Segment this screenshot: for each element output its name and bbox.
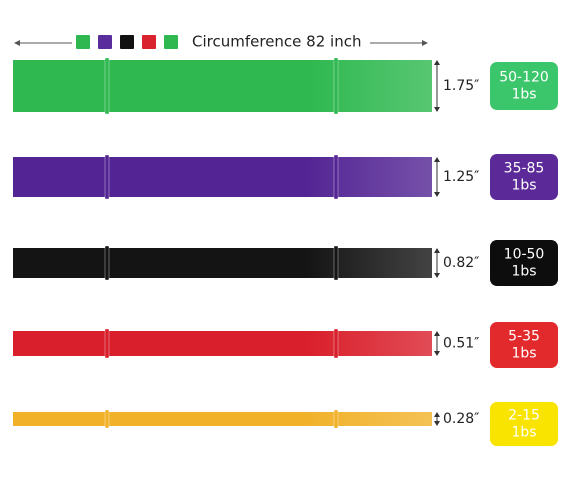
dimension-arrowhead (434, 157, 440, 197)
resistance-label: 1bs (511, 87, 536, 103)
band-width: 0.28″ (443, 411, 479, 427)
band (13, 412, 432, 426)
resistance-label: 50-120 (499, 70, 549, 86)
band-clip (333, 245, 339, 281)
band-clip (104, 57, 110, 115)
resistance-label: 2-15 (508, 408, 540, 424)
band-clip (333, 154, 339, 200)
resistance-badge (490, 402, 558, 446)
band-width: 1.25″ (443, 169, 479, 185)
band-width: 1.75″ (443, 78, 479, 94)
band-clip (104, 154, 110, 200)
band-clip (104, 245, 110, 281)
color-swatch (98, 35, 112, 49)
band-clip (104, 328, 110, 359)
resistance-badge (490, 154, 558, 200)
resistance-label: 10-50 (504, 247, 545, 263)
band (13, 60, 432, 112)
band-clip (333, 57, 339, 115)
band-clip (104, 409, 110, 429)
resistance-badge (490, 322, 558, 368)
band-clip (333, 409, 339, 429)
color-swatch (142, 35, 156, 49)
dimension-arrowhead (434, 412, 440, 426)
band (13, 331, 432, 356)
resistance-label: 1bs (511, 346, 536, 362)
dimension-arrowhead (434, 331, 440, 356)
circumference-arrows (14, 40, 428, 46)
band-width: 0.51″ (443, 336, 479, 352)
resistance-label: 1bs (511, 178, 536, 194)
resistance-label: 35-85 (504, 161, 545, 177)
resistance-label: 1bs (511, 264, 536, 280)
band-clip (333, 328, 339, 359)
color-swatch (76, 35, 90, 49)
resistance-label: 1bs (511, 425, 536, 441)
resistance-label: 5-35 (508, 329, 540, 345)
band (13, 157, 432, 197)
color-swatch (120, 35, 134, 49)
resistance-badge (490, 240, 558, 286)
band (13, 248, 432, 278)
color-swatch (164, 35, 178, 49)
circumference-title: Circumference 82 inch (192, 33, 361, 51)
band-width: 0.82″ (443, 255, 479, 271)
resistance-badge (490, 62, 558, 110)
